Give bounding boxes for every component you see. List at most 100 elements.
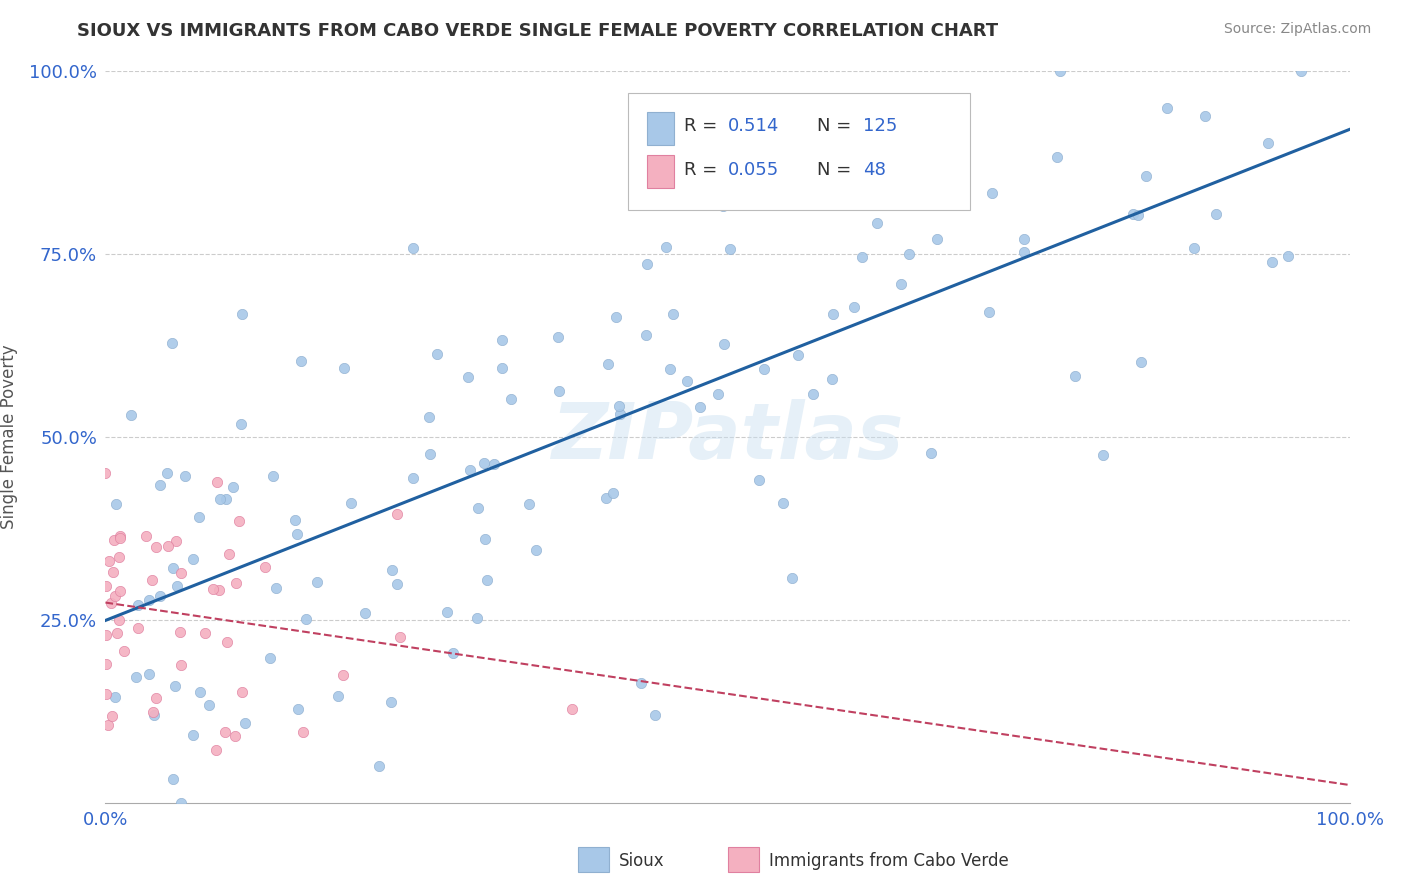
Point xyxy=(1182,241,1205,255)
FancyBboxPatch shape xyxy=(728,847,759,872)
Point xyxy=(253,560,276,574)
Point xyxy=(104,590,127,604)
Point xyxy=(368,758,391,772)
Point xyxy=(285,527,308,541)
Point xyxy=(607,399,630,413)
Point xyxy=(208,491,231,506)
Point xyxy=(105,497,128,511)
Point xyxy=(94,657,117,671)
Point xyxy=(1012,245,1035,260)
Point xyxy=(754,362,776,376)
Point xyxy=(1257,136,1279,150)
Point xyxy=(780,571,803,585)
Point xyxy=(1261,254,1284,268)
Point xyxy=(107,550,129,565)
Point xyxy=(332,668,354,682)
Point xyxy=(630,676,652,690)
Point xyxy=(142,708,165,723)
Point xyxy=(162,335,184,350)
Point xyxy=(517,497,540,511)
Point xyxy=(157,539,180,553)
Point xyxy=(659,362,682,376)
Text: 48: 48 xyxy=(863,161,886,179)
Point xyxy=(402,470,425,484)
Point xyxy=(328,689,350,703)
Point xyxy=(1128,208,1150,222)
Point xyxy=(187,509,209,524)
Point xyxy=(128,598,150,612)
Point xyxy=(1277,249,1299,263)
Point xyxy=(94,466,117,480)
Point xyxy=(682,177,704,191)
Point xyxy=(181,728,204,742)
Point xyxy=(96,687,118,701)
FancyBboxPatch shape xyxy=(578,847,609,872)
Point xyxy=(145,541,167,555)
Point xyxy=(890,277,912,291)
Point xyxy=(163,679,186,693)
Point xyxy=(104,690,127,704)
Point xyxy=(218,548,240,562)
Point xyxy=(110,529,132,543)
Point xyxy=(198,698,221,712)
Point xyxy=(381,563,404,577)
Point xyxy=(97,717,120,731)
Point xyxy=(1063,368,1085,383)
Point xyxy=(380,695,402,709)
Point xyxy=(387,577,409,591)
Point xyxy=(162,772,184,786)
Point xyxy=(636,257,658,271)
Point xyxy=(609,407,631,421)
Point xyxy=(605,310,627,324)
Point xyxy=(472,456,495,470)
Point xyxy=(389,630,412,644)
Point xyxy=(1012,232,1035,246)
Point xyxy=(547,330,569,344)
Point xyxy=(100,596,122,610)
Point xyxy=(156,466,179,480)
Point xyxy=(231,307,253,321)
Point xyxy=(233,715,256,730)
Point xyxy=(169,625,191,640)
Point xyxy=(290,354,312,368)
Point xyxy=(149,589,172,603)
Point xyxy=(1156,101,1178,115)
Text: N =: N = xyxy=(817,161,858,179)
Point xyxy=(662,307,685,321)
Point xyxy=(898,246,921,260)
Point xyxy=(602,486,624,500)
Point xyxy=(107,613,129,627)
Point xyxy=(173,469,195,483)
Text: Sioux: Sioux xyxy=(620,852,665,870)
Point xyxy=(787,348,810,362)
Point xyxy=(689,400,711,414)
Point xyxy=(1194,109,1216,123)
Point xyxy=(141,573,163,587)
Point xyxy=(101,566,124,580)
Point xyxy=(262,469,284,483)
Point xyxy=(524,542,547,557)
Point xyxy=(165,533,187,548)
Text: R =: R = xyxy=(685,117,723,136)
Point xyxy=(457,370,479,384)
Point xyxy=(194,625,217,640)
Point xyxy=(925,232,948,246)
Point xyxy=(103,533,125,548)
Point xyxy=(138,593,160,607)
Point xyxy=(441,646,464,660)
Point xyxy=(205,475,228,489)
Point xyxy=(387,508,409,522)
Point xyxy=(229,417,252,431)
Text: SIOUX VS IMMIGRANTS FROM CABO VERDE SINGLE FEMALE POVERTY CORRELATION CHART: SIOUX VS IMMIGRANTS FROM CABO VERDE SING… xyxy=(77,22,998,40)
Point xyxy=(217,635,239,649)
Text: ZIPatlas: ZIPatlas xyxy=(551,399,904,475)
FancyBboxPatch shape xyxy=(647,112,673,145)
Point xyxy=(295,612,318,626)
Point xyxy=(112,644,135,658)
Point xyxy=(474,533,496,547)
Point xyxy=(418,410,440,425)
Point xyxy=(149,477,172,491)
Point xyxy=(205,743,228,757)
Point xyxy=(94,628,117,642)
Point xyxy=(145,691,167,706)
